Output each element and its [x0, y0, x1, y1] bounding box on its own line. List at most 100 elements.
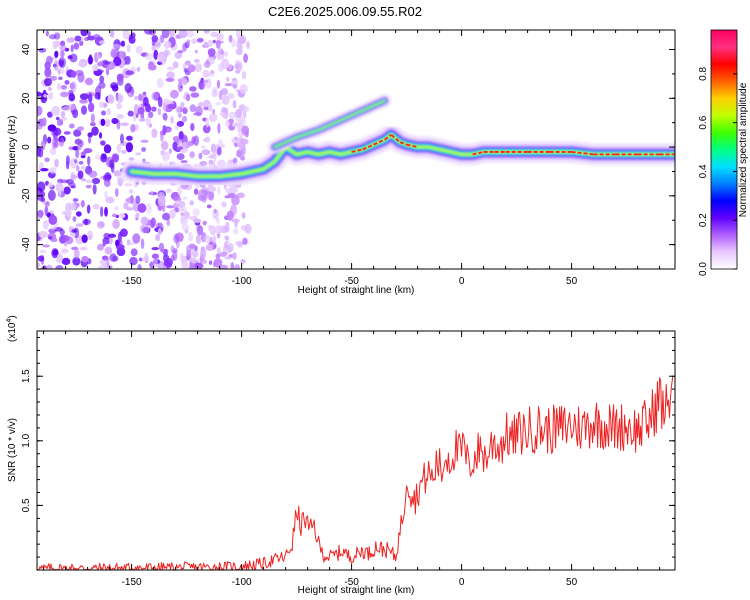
noise-blob	[199, 161, 208, 167]
noise-blob	[186, 30, 194, 38]
noise-blob	[111, 213, 117, 218]
noise-blob	[141, 147, 147, 152]
noise-blob	[92, 65, 99, 72]
noise-blob	[203, 106, 210, 111]
noise-blob	[161, 151, 170, 162]
noise-blob	[60, 248, 69, 254]
snr-x-axis-label: Height of straight line (km)	[298, 585, 415, 596]
noise-blob	[198, 80, 206, 90]
noise-blob	[182, 141, 188, 148]
figure-title: C2E6.2025.006.09.55.R02	[268, 4, 422, 19]
snr-panel: -150 -100 -50 0 50 0.5 1.0 1.5 Height of strai…	[6, 315, 676, 596]
noise-blob	[170, 245, 175, 254]
noise-blob	[211, 86, 218, 94]
noise-blob	[91, 177, 101, 185]
noise-blob	[60, 84, 68, 90]
noise-blob	[126, 44, 131, 53]
noise-blob	[177, 49, 184, 54]
spectrum-panel: -150 -100 -50 0 50 -40 -20 0 20 40 Height of str…	[7, 29, 676, 296]
noise-blob	[208, 186, 217, 193]
noise-blob	[37, 255, 45, 262]
noise-blob	[180, 101, 185, 109]
noise-blob	[44, 206, 49, 216]
noise-blob	[224, 195, 232, 199]
noise-blob	[58, 76, 63, 81]
noise-blob	[156, 52, 166, 63]
spectrum-y-ticks: -40 -20 0 20 40	[21, 44, 675, 270]
noise-blob	[232, 83, 238, 89]
x-tick-label: -100	[232, 577, 252, 588]
noise-blob	[166, 219, 171, 227]
noise-blob	[78, 160, 84, 165]
noise-blob	[81, 234, 88, 243]
noise-blob	[235, 48, 243, 56]
noise-blob	[176, 120, 185, 127]
noise-blob	[234, 264, 241, 269]
noise-blob	[87, 132, 93, 138]
noise-blob	[52, 40, 61, 48]
noise-blob	[88, 170, 98, 178]
x-tick-label: 50	[566, 577, 578, 588]
noise-blob	[202, 124, 211, 134]
noise-blob	[223, 241, 229, 250]
noise-blob	[80, 165, 87, 171]
noise-blob	[172, 61, 179, 69]
noise-blob	[67, 55, 73, 60]
noise-blob	[194, 188, 199, 195]
noise-blob	[87, 136, 92, 144]
y-tick-label: -40	[21, 237, 32, 252]
x-tick-label: -150	[122, 276, 142, 287]
noise-blob	[112, 219, 120, 230]
noise-blob	[68, 226, 72, 233]
noise-blob	[160, 248, 169, 254]
noise-blob	[165, 77, 175, 82]
noise-blob	[103, 144, 112, 154]
noise-blob	[172, 141, 178, 151]
noise-blob	[127, 242, 136, 246]
noise-blob	[132, 233, 141, 244]
noise-blob	[137, 203, 147, 213]
noise-blob	[101, 110, 107, 116]
noise-blob	[225, 76, 230, 82]
noise-blob	[79, 246, 88, 251]
noise-blob	[180, 160, 188, 164]
noise-blob	[113, 170, 123, 177]
noise-blob	[118, 50, 125, 59]
noise-blob	[85, 179, 93, 184]
noise-blob	[75, 69, 84, 77]
noise-blob	[197, 101, 205, 107]
noise-blob	[47, 92, 54, 100]
noise-blob	[86, 35, 96, 41]
noise-blob	[40, 168, 49, 172]
noise-blob	[81, 255, 89, 263]
noise-blob	[151, 91, 159, 101]
noise-blob	[87, 56, 94, 65]
noise-blob	[72, 257, 81, 266]
noise-blob	[99, 75, 105, 84]
noise-blob	[47, 86, 53, 92]
noise-blob	[240, 138, 249, 145]
noise-blob	[120, 40, 126, 47]
noise-blob	[109, 236, 113, 245]
noise-blob	[75, 223, 84, 227]
noise-blob	[64, 79, 70, 85]
noise-blob	[37, 181, 46, 192]
noise-blob	[217, 122, 221, 134]
noise-blob	[84, 218, 88, 226]
noise-blob	[77, 126, 85, 131]
noise-blob	[69, 82, 75, 90]
spectrum-y-axis-label: Frequency (Hz)	[7, 116, 18, 185]
colorbar-tick-label: 0.0	[698, 262, 709, 276]
noise-blob	[234, 63, 241, 69]
noise-blob	[224, 235, 230, 241]
noise-blob	[202, 79, 209, 83]
ridge-core-segment	[571, 151, 594, 156]
noise-blob	[129, 256, 138, 266]
noise-blob	[181, 224, 190, 231]
ridge-core-segment	[399, 141, 407, 146]
noise-blob	[106, 174, 112, 180]
noise-blob	[240, 225, 247, 231]
spectrum-x-ticks: -150 -100 -50 0 50	[43, 30, 661, 287]
noise-blob	[99, 258, 108, 266]
noise-blob	[186, 39, 191, 45]
